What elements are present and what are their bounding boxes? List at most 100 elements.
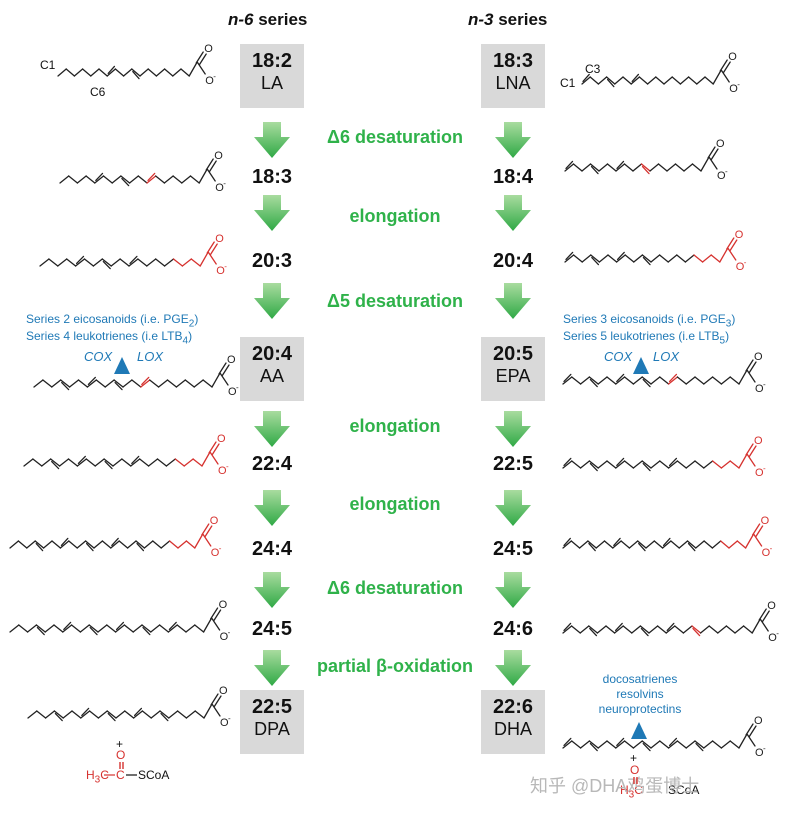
arrow-n6-5 (254, 490, 290, 526)
svg-text:O: O (227, 354, 236, 366)
svg-text:-: - (223, 179, 226, 188)
n3-225-structure: OO - (562, 435, 766, 479)
svg-text:-: - (737, 80, 740, 89)
svg-text:O: O (717, 170, 726, 182)
svg-text:O: O (214, 150, 223, 162)
arrow-n6-4 (254, 411, 290, 447)
n3-246-structure: OO - (562, 600, 779, 644)
n3-246-label: 24:6 (492, 618, 534, 640)
arrow-n3-4 (495, 411, 531, 447)
arrow-n3-6 (495, 572, 531, 608)
acetyl-o-n3: O (630, 763, 640, 777)
dha-product-neuroprotectins: neuroprotectins (598, 702, 682, 716)
svg-text:O: O (755, 747, 764, 759)
n6-aa-abbr: AA (259, 366, 284, 386)
svg-text:O: O (754, 435, 763, 447)
step-elongation-1: elongation (349, 206, 441, 226)
n6-leukotrienes-note: Series 4 leukotrienes (i.e LTB4) (26, 329, 193, 347)
svg-text:O: O (205, 75, 214, 87)
n6-dpa-abbr: DPA (254, 719, 290, 739)
step-delta5-desaturation: Δ5 desaturation (327, 291, 463, 311)
acetyl-o: O (116, 748, 126, 762)
n3-dha-structure: OO - (562, 715, 766, 759)
n3-series-header: n-3 series (468, 10, 548, 29)
n3-245-structure: OO - (562, 515, 773, 559)
arrow-n3-3 (495, 283, 531, 319)
arrow-n3-7 (495, 650, 531, 686)
n3-leukotrienes-note: Series 5 leukotrienes (i.e LTB5) (563, 329, 730, 347)
c1-label-n6: C1 (40, 58, 56, 72)
acetyl-plus: + (116, 737, 124, 751)
n6-203-label: 20:3 (251, 250, 293, 272)
n6-203-structure: OO - (39, 233, 227, 277)
n6-la-box: 18:2 LA (240, 44, 304, 108)
svg-text:O: O (735, 229, 744, 241)
svg-text:O: O (219, 599, 228, 611)
n3-eicosanoids-note: Series 3 eicosanoids (i.e. PGE3) (563, 312, 736, 330)
step-delta6-desaturation-1: Δ6 desaturation (327, 127, 463, 147)
n3-dha-num: 22:6 (492, 696, 534, 718)
n3-epa-abbr: EPA (495, 366, 531, 386)
svg-text:-: - (763, 380, 766, 389)
n3-204-structure: OO - (564, 229, 747, 273)
step-elongation-3: elongation (349, 494, 441, 514)
n6-aa-structure: OO - (33, 354, 239, 398)
dha-product-docosatrienes: docosatrienes (602, 672, 678, 686)
svg-text:-: - (224, 262, 227, 271)
svg-text:-: - (725, 167, 728, 176)
arrow-n6-7 (254, 650, 290, 686)
n3-dha-box: 22:6 DHA (481, 690, 545, 754)
n3-lna-structure: OO - (581, 51, 740, 95)
n3-184-structure: OO - (564, 138, 728, 182)
svg-text:O: O (204, 43, 213, 55)
n6-244-label: 24:4 (251, 538, 293, 560)
arrow-n6-3 (254, 283, 290, 319)
n6-244-structure: OO - (9, 515, 222, 559)
svg-text:O: O (768, 632, 777, 644)
svg-text:O: O (754, 715, 763, 727)
arrow-n3-1 (495, 122, 531, 158)
n6-cox-label: COX (84, 349, 113, 364)
svg-text:O: O (218, 465, 227, 477)
arrow-n6-2 (254, 195, 290, 231)
svg-text:-: - (770, 544, 773, 553)
dha-products-note: docosatrienes resolvins neuroprotectins (590, 672, 690, 717)
svg-text:O: O (755, 383, 764, 395)
step-partial-beta-oxidation: partial β-oxidation (317, 656, 473, 676)
n6-dpa-box: 22:5 DPA (240, 690, 304, 754)
n3-204-label: 20:4 (492, 250, 534, 272)
svg-text:-: - (228, 714, 231, 723)
n6-lox-label: LOX (137, 349, 164, 364)
n3-dha-abbr: DHA (493, 719, 532, 739)
n3-cox-label: COX (604, 349, 633, 364)
n6-series-header: n-6 series (228, 10, 308, 29)
svg-text:O: O (210, 515, 219, 527)
arrow-n3-5 (495, 490, 531, 526)
svg-text:O: O (219, 685, 228, 697)
arrow-n6-6 (254, 572, 290, 608)
svg-text:O: O (728, 51, 737, 63)
svg-text:O: O (754, 351, 763, 363)
n6-183-label: 18:3 (251, 166, 293, 188)
svg-text:O: O (762, 547, 771, 559)
n6-dpa-num: 22:5 (251, 696, 293, 718)
svg-text:O: O (220, 717, 229, 729)
n6-dpa-structure: OO - (27, 685, 231, 729)
svg-text:O: O (761, 515, 770, 527)
n3-184-label: 18:4 (492, 166, 534, 188)
c1-label-n3: C1 (560, 76, 576, 90)
svg-text:-: - (776, 629, 779, 638)
svg-text:O: O (220, 631, 229, 643)
n6-aa-num: 20:4 (251, 343, 293, 365)
svg-text:O: O (215, 182, 224, 194)
n6-245-structure: OO - (9, 599, 231, 643)
svg-text:O: O (716, 138, 725, 150)
n3-epa-box: 20:5 EPA (481, 337, 545, 401)
n6-cox-lox-triangle-icon (114, 357, 130, 374)
arrow-n3-2 (495, 195, 531, 231)
dha-product-resolvins: resolvins (616, 687, 664, 701)
svg-text:-: - (236, 383, 239, 392)
n3-lna-box: 18:3 LNA (481, 44, 545, 108)
n3-lox-label: LOX (653, 349, 680, 364)
